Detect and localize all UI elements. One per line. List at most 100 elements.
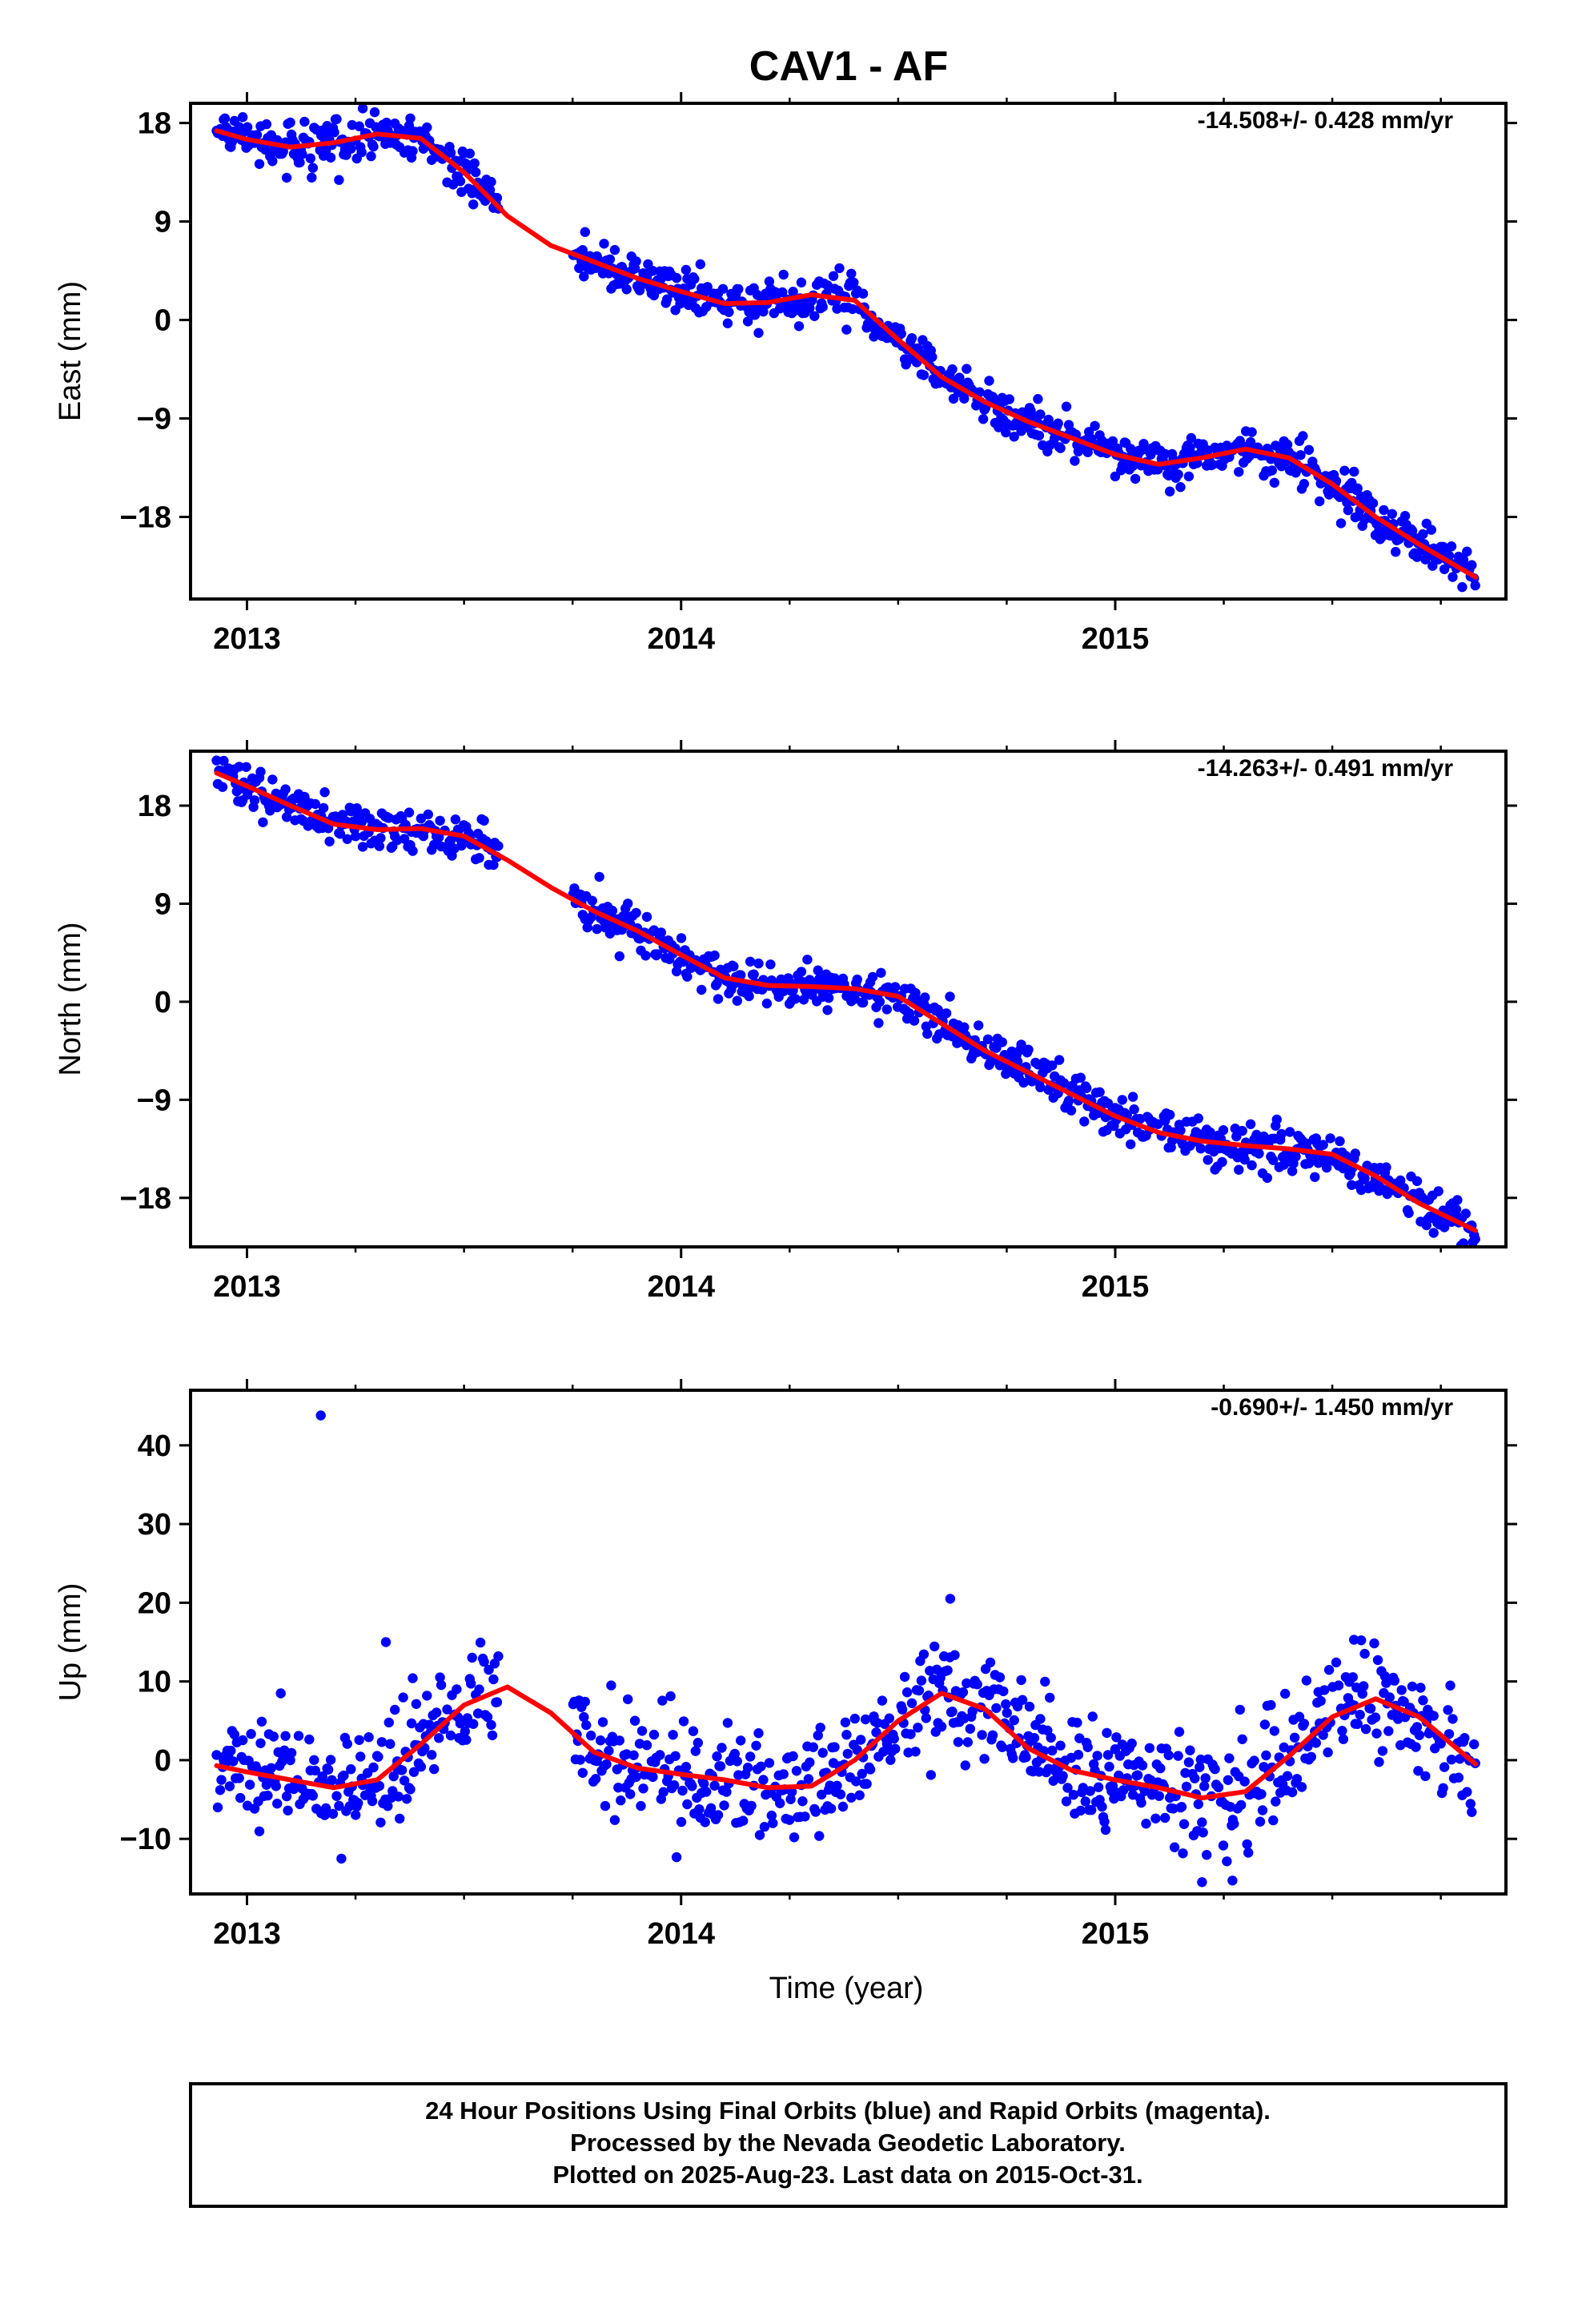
up-data-point: [492, 1697, 503, 1707]
north-model-curve: [214, 770, 1478, 1233]
up-data-point: [327, 1775, 337, 1785]
east-data-point: [455, 176, 466, 187]
up-data-point: [985, 1657, 996, 1668]
up-data-point: [636, 1800, 646, 1811]
up-data-point: [746, 1800, 757, 1811]
east-data-point: [1234, 467, 1244, 477]
east-data-point: [841, 324, 852, 335]
up-data-point: [1229, 1819, 1239, 1829]
up-data-point: [246, 1729, 256, 1739]
up-data-point: [877, 1695, 888, 1706]
east-observations: [211, 103, 1480, 593]
up-outlier-point: [1227, 1876, 1238, 1886]
north-data-point: [1193, 1113, 1204, 1124]
up-data-point: [857, 1768, 867, 1779]
east-data-point: [1470, 580, 1480, 591]
up-data-point: [307, 1791, 318, 1801]
up-data-point: [1199, 1781, 1210, 1791]
up-data-point: [1144, 1743, 1155, 1753]
east-data-point: [408, 146, 418, 156]
north-data-point: [1262, 1172, 1273, 1184]
up-data-point: [1008, 1753, 1018, 1763]
up-data-point: [1242, 1839, 1252, 1850]
up-data-point: [427, 1750, 437, 1760]
up-data-point: [1259, 1719, 1271, 1730]
up-data-point: [1061, 1796, 1072, 1807]
north-data-point: [959, 1022, 970, 1032]
up-data-point: [778, 1769, 789, 1779]
north-data-point: [1054, 1055, 1065, 1065]
north-data-point: [280, 784, 291, 794]
up-data-point: [1035, 1714, 1046, 1724]
up-data-point: [837, 1801, 849, 1812]
east-data-point: [469, 158, 480, 169]
up-data-point: [1055, 1740, 1066, 1751]
up-data-point: [803, 1774, 814, 1784]
up-data-point: [1093, 1782, 1104, 1792]
east-data-point: [307, 163, 318, 173]
east-x-tick-label: 2014: [647, 622, 715, 656]
up-data-point: [678, 1716, 689, 1727]
north-data-point: [1016, 1039, 1026, 1050]
east-y-tick-label: 0: [155, 304, 171, 338]
up-data-point: [256, 1716, 267, 1727]
east-data-point: [631, 256, 641, 267]
up-data-point: [466, 1679, 476, 1689]
up-y-tick-label: 30: [138, 1508, 171, 1542]
up-data-point: [1359, 1648, 1370, 1659]
up-data-point: [1319, 1685, 1330, 1695]
up-data-point: [842, 1748, 853, 1759]
east-data-point: [1387, 509, 1398, 519]
north-data-point: [281, 812, 292, 822]
up-data-point: [1266, 1699, 1276, 1711]
up-data-point: [354, 1735, 364, 1745]
north-data-point: [1452, 1195, 1463, 1205]
north-data-point: [1082, 1083, 1092, 1094]
east-data-point: [1299, 479, 1310, 489]
up-data-point: [1046, 1732, 1056, 1743]
north-data-point: [890, 982, 901, 992]
east-data-point: [1295, 450, 1306, 460]
east-x-tick-label: 2015: [1082, 622, 1150, 656]
east-data-point: [1267, 465, 1278, 476]
up-data-point: [916, 1675, 927, 1686]
east-data-point: [724, 307, 734, 317]
north-data-point: [652, 949, 663, 959]
up-data-point: [1236, 1799, 1247, 1811]
up-data-point: [286, 1747, 297, 1759]
north-data-point: [1325, 1133, 1335, 1144]
up-data-point: [1411, 1722, 1423, 1732]
east-data-point: [1367, 498, 1379, 509]
up-data-point: [1029, 1733, 1040, 1743]
north-data-point: [1117, 1095, 1128, 1105]
up-data-point: [913, 1685, 925, 1696]
east-data-point: [1335, 518, 1347, 529]
up-data-point: [283, 1805, 293, 1815]
north-data-point: [852, 974, 862, 985]
north-data-point: [219, 755, 229, 766]
north-data-point: [592, 923, 602, 935]
up-data-point: [1048, 1775, 1058, 1786]
up-data-point: [484, 1664, 494, 1675]
up-data-point: [623, 1694, 633, 1705]
up-data-point: [738, 1815, 749, 1826]
up-data-point: [401, 1794, 412, 1804]
north-data-point: [1395, 1175, 1406, 1186]
north-data-point: [1276, 1128, 1287, 1140]
up-data-point: [825, 1803, 837, 1814]
north-data-point: [408, 846, 418, 856]
east-data-point: [486, 176, 496, 187]
up-data-point: [1435, 1739, 1446, 1749]
up-data-point: [648, 1729, 660, 1740]
up-data-point: [1418, 1695, 1428, 1706]
east-data-point: [1009, 432, 1019, 442]
up-data-point: [375, 1817, 386, 1827]
north-data-point: [1058, 1078, 1070, 1088]
north-data-point: [217, 782, 228, 792]
east-data-point: [788, 287, 798, 297]
north-data-point: [765, 959, 776, 970]
up-data-point: [1282, 1771, 1293, 1781]
up-data-point: [452, 1684, 462, 1695]
up-data-point: [967, 1706, 978, 1717]
up-data-point: [235, 1792, 246, 1803]
